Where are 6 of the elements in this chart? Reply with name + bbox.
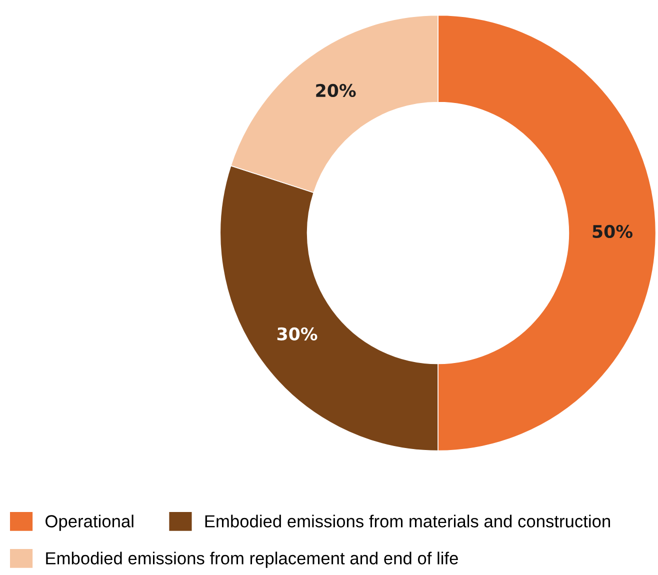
legend-label: Operational [46, 514, 134, 531]
legend-label: Embodied emissions from replacement and end of life [46, 552, 458, 568]
legend-label: Embodied emissions from materials and construction [205, 514, 610, 528]
data-label: 30% [277, 327, 318, 340]
data-label: 50% [592, 224, 632, 238]
data-label: 20% [316, 84, 356, 98]
